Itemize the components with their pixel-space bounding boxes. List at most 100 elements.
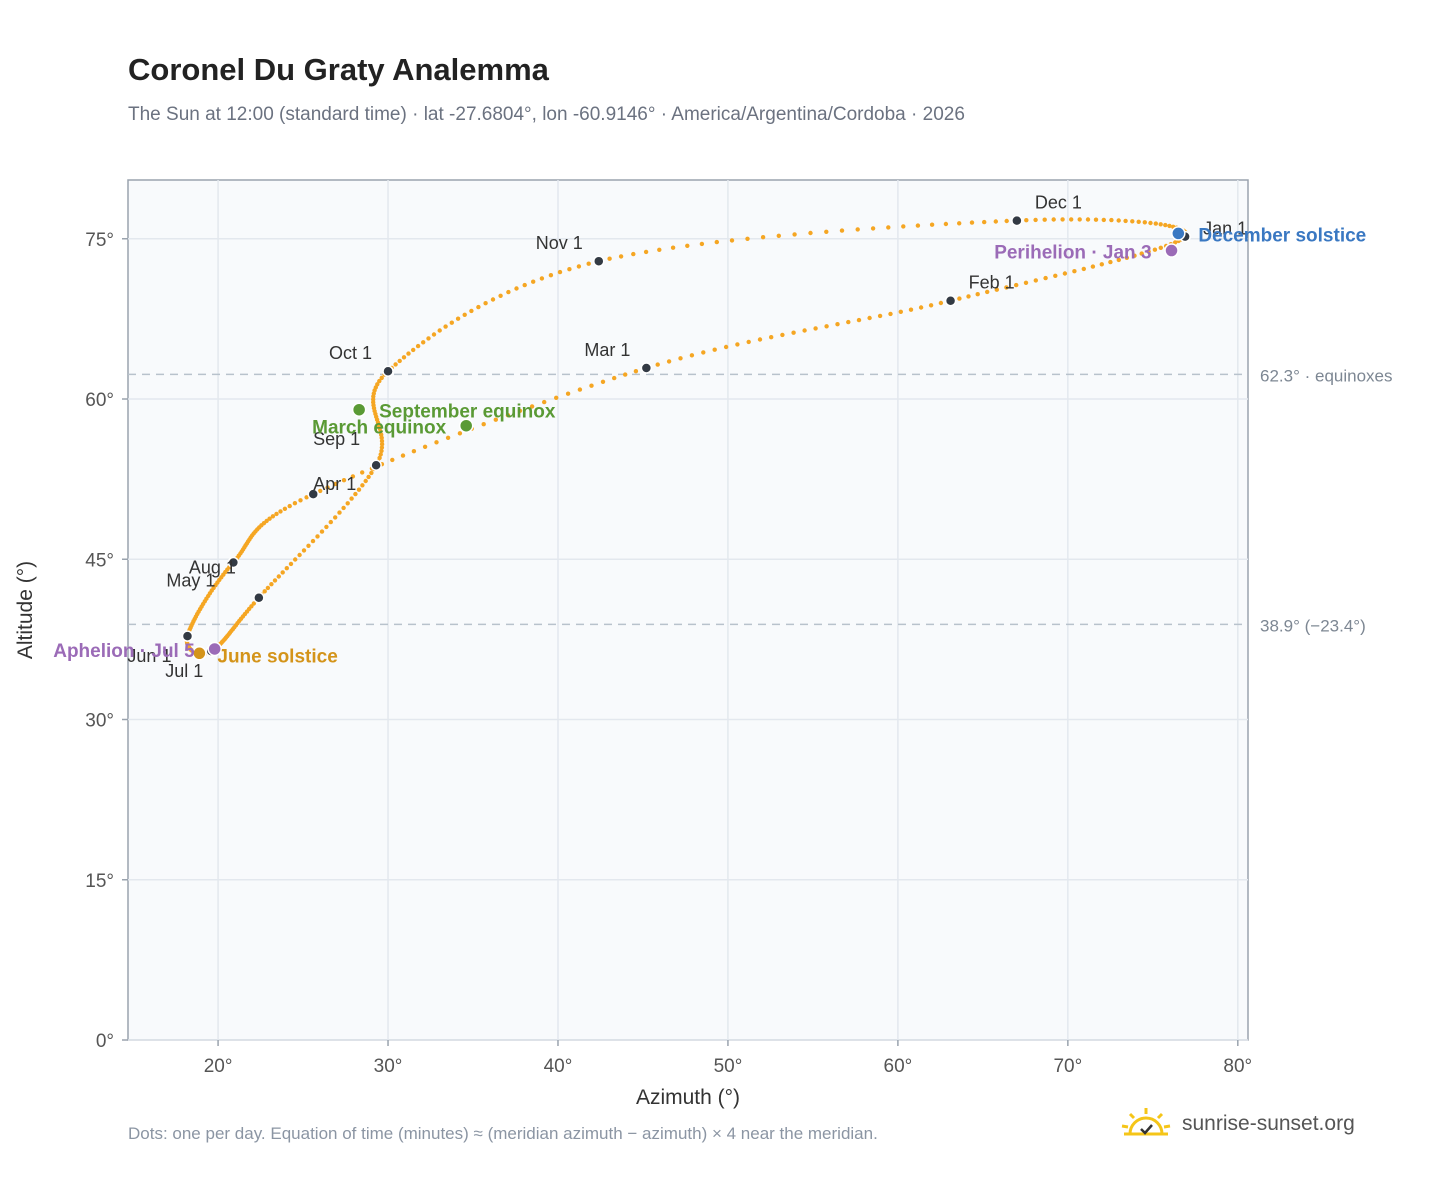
daily-dot <box>655 362 660 367</box>
daily-dot <box>287 503 292 509</box>
daily-dot <box>411 449 417 454</box>
daily-dot <box>369 470 374 476</box>
daily-dot <box>337 510 342 515</box>
daily-dot <box>1132 253 1137 258</box>
event-label: September equinox <box>379 402 556 423</box>
daily-dot <box>901 224 906 229</box>
x-tick-label: 80° <box>1223 1056 1252 1077</box>
daily-dot <box>282 506 288 511</box>
x-tick-label: 30° <box>374 1056 403 1077</box>
daily-dot <box>1124 255 1130 260</box>
daily-dot <box>985 289 990 295</box>
month-label: Feb 1 <box>969 273 1015 293</box>
event-marker <box>207 641 222 657</box>
month-label: Oct 1 <box>329 343 372 363</box>
month-label: Apr 1 <box>313 474 356 494</box>
y-tick-label: 0° <box>96 1031 114 1052</box>
daily-dot <box>1069 217 1074 222</box>
daily-dot <box>835 322 840 327</box>
daily-dot <box>855 227 860 232</box>
daily-dot <box>1153 221 1159 226</box>
daily-dot <box>699 241 705 247</box>
daily-dot <box>514 286 519 291</box>
daily-dot <box>1130 219 1135 224</box>
daily-dot <box>1014 282 1019 288</box>
daily-dot <box>548 273 554 278</box>
month-marker <box>640 362 653 374</box>
daily-dot <box>437 328 442 333</box>
daily-dot <box>824 229 829 234</box>
daily-dot <box>969 220 975 225</box>
daily-dot <box>938 300 944 306</box>
daily-dot <box>1109 217 1114 223</box>
daily-dot <box>1139 251 1144 256</box>
daily-dot <box>1042 217 1047 222</box>
daily-dot <box>600 379 606 384</box>
daily-dot <box>877 313 883 319</box>
daily-dot <box>284 566 289 571</box>
daily-dot <box>455 316 461 321</box>
daily-dot <box>576 264 582 269</box>
daily-dot <box>1148 220 1153 226</box>
daily-dot <box>293 557 298 562</box>
daily-dot <box>657 247 662 252</box>
daily-dot <box>292 501 298 506</box>
daily-dot <box>678 356 683 361</box>
month-marker <box>944 294 957 307</box>
month-marker <box>370 459 382 471</box>
daily-dot <box>1090 264 1096 269</box>
event-label: Perihelion · Jan 3 <box>994 243 1151 264</box>
daily-dot <box>341 478 347 483</box>
y-tick-label: 15° <box>85 871 114 892</box>
brand[interactable]: sunrise-sunset.org <box>1120 1102 1355 1146</box>
daily-dot <box>522 282 527 288</box>
reference-line-label: 38.9° (−23.4°) <box>1260 616 1366 635</box>
daily-dot <box>1077 217 1082 222</box>
x-tick-label: 70° <box>1053 1056 1082 1077</box>
daily-dot <box>618 254 624 259</box>
daily-dot <box>421 340 426 345</box>
event-marker <box>192 646 207 661</box>
daily-dot <box>267 516 272 521</box>
daily-dot <box>1093 217 1099 222</box>
daily-dot <box>379 438 385 444</box>
daily-dot <box>612 375 617 381</box>
daily-dot <box>318 488 323 494</box>
daily-dot <box>301 548 307 553</box>
daily-dot <box>1072 269 1077 274</box>
daily-dot <box>345 501 350 506</box>
daily-dot <box>481 422 486 427</box>
sun-logo-icon <box>1121 1108 1171 1136</box>
daily-dot <box>449 320 454 325</box>
daily-dot <box>915 223 921 228</box>
y-tick-label: 30° <box>85 711 114 732</box>
daily-dot <box>966 294 971 299</box>
daily-dot <box>493 417 498 422</box>
y-tick-label: 45° <box>85 550 114 571</box>
daily-dot <box>422 444 428 449</box>
daily-dot <box>379 375 384 381</box>
daily-dot <box>366 474 371 480</box>
y-axis-label: Altitude (°) <box>14 561 37 659</box>
daily-dot <box>274 511 279 517</box>
event-marker <box>1164 243 1179 258</box>
daily-dot <box>360 470 365 475</box>
daily-dot <box>379 448 384 454</box>
daily-dot <box>483 301 488 306</box>
footnote: Dots: one per day. Equation of time (min… <box>128 1124 878 1143</box>
daily-dot <box>918 305 924 310</box>
month-label: Jul 1 <box>165 661 203 681</box>
daily-dot <box>1172 240 1178 245</box>
daily-dot <box>443 324 448 329</box>
daily-dot <box>517 408 523 413</box>
daily-dot <box>824 324 829 329</box>
daily-dot <box>993 219 998 224</box>
daily-dot <box>333 481 338 487</box>
brand-name[interactable]: sunrise-sunset.org <box>1182 1112 1355 1135</box>
daily-dot <box>476 304 481 310</box>
event-marker <box>351 402 367 417</box>
daily-dot <box>760 235 766 240</box>
daily-dot <box>401 355 407 360</box>
daily-dot <box>839 228 845 233</box>
axes: 20° 30° 40° 50° 60° 70° 80° 0° 15° 30° 45° 60° 75° <box>85 230 1252 1077</box>
